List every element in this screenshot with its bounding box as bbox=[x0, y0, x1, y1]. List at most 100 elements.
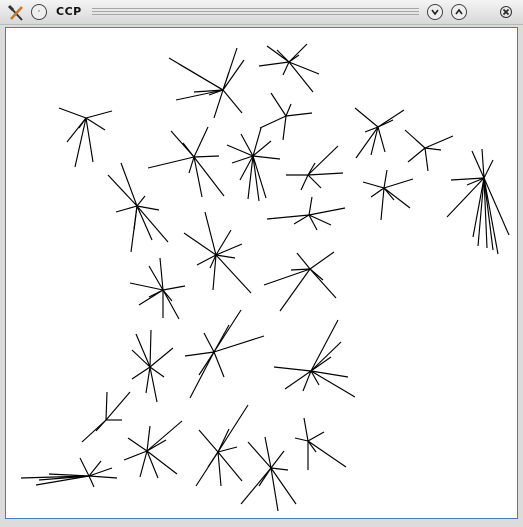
star-cluster bbox=[168, 47, 245, 119]
star-cluster bbox=[263, 251, 337, 312]
star-edge bbox=[383, 178, 414, 189]
window-menu-icon[interactable]: · bbox=[31, 4, 47, 20]
star-edge bbox=[481, 148, 485, 179]
tools-icon[interactable] bbox=[7, 4, 25, 22]
star-edge bbox=[270, 467, 289, 471]
star-edge bbox=[198, 351, 215, 376]
star-edge bbox=[383, 169, 388, 189]
star-edge bbox=[307, 440, 317, 453]
star-edge bbox=[58, 107, 87, 119]
star-cluster bbox=[286, 145, 344, 191]
star-edge bbox=[302, 370, 312, 392]
star-edge bbox=[136, 205, 160, 211]
star-edge bbox=[213, 335, 265, 353]
star-edge bbox=[252, 155, 281, 160]
star-edge bbox=[308, 214, 332, 226]
star-edge bbox=[307, 162, 316, 176]
star-edge bbox=[131, 349, 151, 368]
star-edge bbox=[270, 450, 285, 469]
star-edge bbox=[203, 332, 215, 353]
star-edge bbox=[308, 196, 313, 216]
star-edge bbox=[355, 126, 379, 159]
star-edge bbox=[146, 439, 167, 452]
star-edge bbox=[288, 54, 300, 63]
star-edge bbox=[193, 156, 203, 198]
star-edge bbox=[123, 450, 148, 461]
star-edge bbox=[282, 61, 290, 76]
star-edge bbox=[105, 391, 108, 421]
star-cluster bbox=[184, 309, 265, 399]
star-edge bbox=[310, 341, 342, 372]
star-edge bbox=[362, 181, 385, 189]
star-edge bbox=[85, 117, 106, 131]
chevron-down-icon[interactable] bbox=[427, 4, 443, 20]
star-edge bbox=[307, 145, 339, 176]
star-edge bbox=[147, 156, 195, 169]
star-edge bbox=[209, 254, 217, 269]
star-edge bbox=[35, 475, 90, 486]
star-edge bbox=[217, 451, 222, 487]
star-edge bbox=[380, 187, 385, 221]
star-edge bbox=[148, 265, 164, 291]
star-edge bbox=[450, 177, 485, 181]
star-edge bbox=[193, 156, 225, 197]
star-edge bbox=[149, 329, 152, 368]
star-edge bbox=[189, 351, 215, 399]
star-edge bbox=[310, 370, 320, 386]
star-edge bbox=[115, 205, 138, 213]
star-edge bbox=[300, 174, 309, 191]
star-edge bbox=[148, 289, 164, 298]
star-edge bbox=[239, 155, 254, 181]
star-edge bbox=[149, 366, 165, 378]
star-edge bbox=[107, 174, 138, 207]
star-edge bbox=[308, 214, 318, 231]
star-edge bbox=[377, 126, 386, 153]
star-edge bbox=[370, 187, 385, 198]
star-cluster bbox=[258, 43, 320, 93]
star-edge bbox=[193, 126, 209, 158]
star-edge bbox=[296, 252, 311, 270]
star-edge bbox=[307, 172, 344, 176]
star-edge bbox=[294, 437, 309, 442]
star-edge bbox=[79, 457, 90, 477]
star-cluster bbox=[259, 92, 313, 141]
star-edge bbox=[129, 282, 164, 291]
star-edge bbox=[146, 450, 159, 479]
star-edge bbox=[309, 251, 335, 270]
star-edge bbox=[309, 268, 337, 299]
star-edge bbox=[146, 450, 178, 475]
star-edge bbox=[208, 89, 224, 96]
star-edge bbox=[226, 144, 254, 157]
star-edge bbox=[178, 63, 224, 91]
star-edge bbox=[139, 450, 148, 478]
star-edge bbox=[136, 205, 153, 241]
star-edge bbox=[182, 142, 195, 158]
close-icon[interactable] bbox=[498, 4, 514, 20]
star-cluster bbox=[195, 404, 249, 487]
star-edge bbox=[88, 475, 95, 488]
star-edge bbox=[252, 140, 272, 157]
star-edge bbox=[483, 177, 494, 251]
star-cluster bbox=[129, 257, 186, 320]
drawing-canvas[interactable] bbox=[5, 27, 518, 519]
star-edge bbox=[471, 150, 485, 179]
star-cluster bbox=[354, 107, 405, 159]
star-cluster bbox=[404, 129, 454, 172]
star-edge bbox=[95, 419, 107, 432]
star-edge bbox=[383, 187, 395, 201]
star-edge bbox=[48, 473, 90, 477]
chevron-up-icon[interactable] bbox=[451, 4, 467, 20]
title-bar[interactable]: · CCP bbox=[0, 0, 523, 25]
star-edge bbox=[204, 211, 217, 256]
star-cluster bbox=[273, 319, 356, 398]
star-edge bbox=[307, 431, 325, 442]
star-edge bbox=[133, 205, 138, 231]
star-edge bbox=[162, 289, 173, 302]
star-edge bbox=[288, 61, 314, 93]
star-edge bbox=[193, 155, 220, 158]
star-edge bbox=[78, 117, 87, 129]
star-edge bbox=[85, 117, 94, 163]
star-edge bbox=[264, 436, 272, 469]
star-edge bbox=[162, 285, 186, 291]
star-edge bbox=[74, 117, 87, 168]
